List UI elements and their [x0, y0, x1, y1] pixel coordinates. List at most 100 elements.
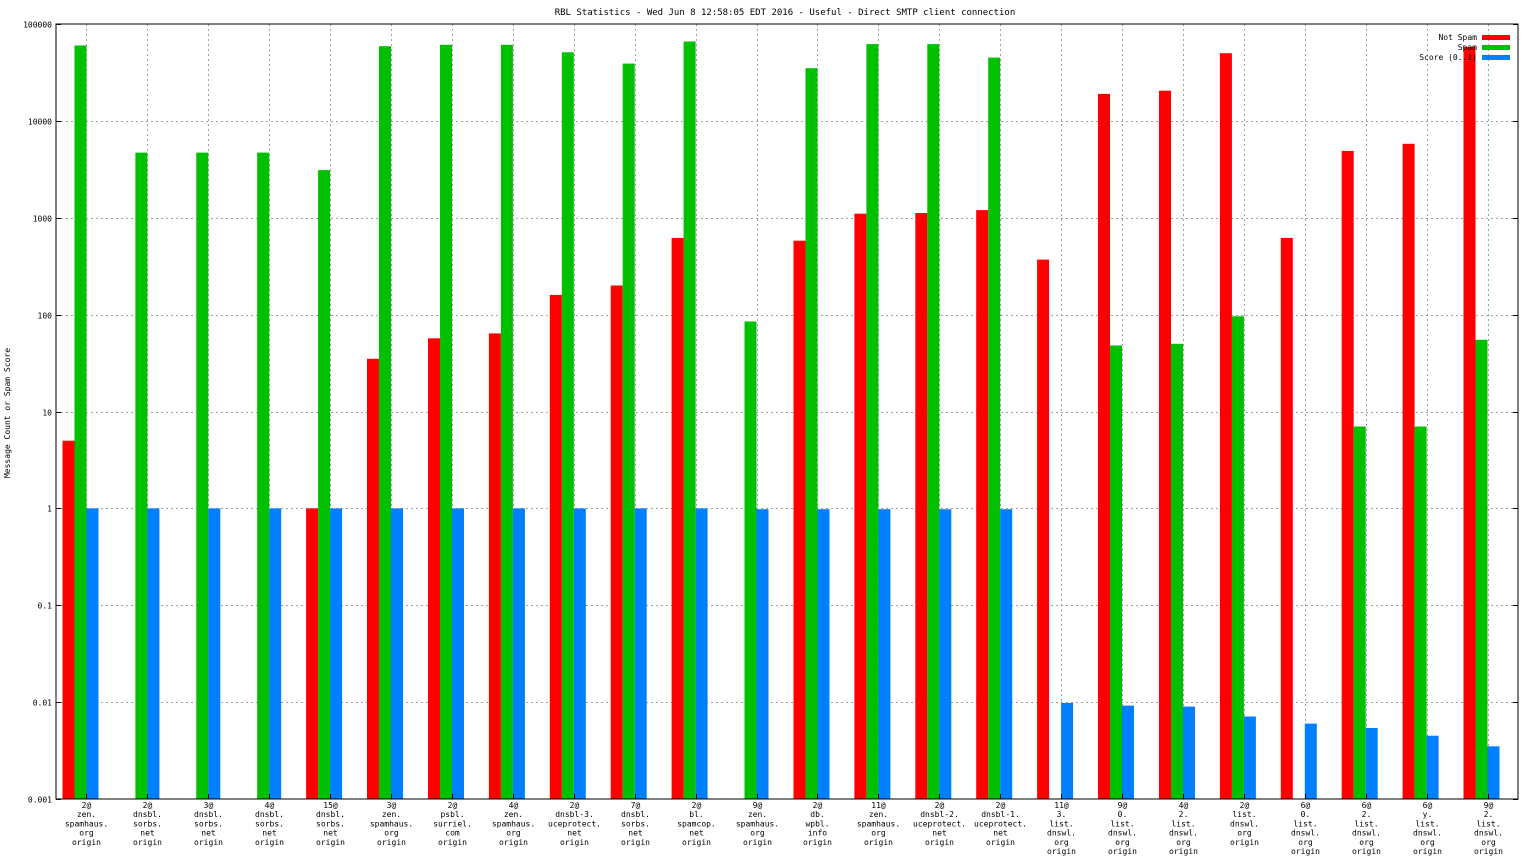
bar-score-0-1 [1243, 716, 1256, 799]
bar-score-0-1 [208, 508, 221, 799]
x-category-label: 6@ y. list. dnswl. org origin [1413, 801, 1442, 856]
x-category-label: 2@ dnsbl-2. uceprotect. net origin [913, 801, 966, 847]
bar-score-0-1 [1183, 706, 1195, 799]
bar-spam [1353, 426, 1366, 799]
x-category-label: 3@ zen. spamhaus. org origin [370, 801, 413, 847]
bar-spam [74, 45, 87, 799]
x-category-label: 2@ dnsbl-3. uceprotect. net origin [548, 801, 601, 847]
bar-spam [1171, 343, 1183, 799]
plot-frame [55, 23, 1519, 800]
x-category-label: 11@ zen. spamhaus. org origin [857, 801, 900, 847]
bar-spam [196, 152, 209, 800]
legend-label: Not Spam [1438, 33, 1477, 42]
bar-spam [622, 63, 635, 800]
bar-spam [1414, 426, 1427, 799]
y-tick-label: 1000 [33, 215, 52, 224]
x-category-label: 2@ psbl. surriel. com origin [433, 801, 472, 847]
bar-spam [500, 44, 513, 800]
bar-score-0-1 [512, 508, 525, 799]
bar-not-spam [1341, 150, 1354, 799]
bar-spam [135, 152, 148, 800]
bar-spam [440, 44, 452, 800]
bar-not-spam [1463, 46, 1476, 799]
bar-score-0-1 [939, 509, 952, 799]
bar-not-spam [1280, 237, 1293, 799]
bar-score-0-1 [1487, 746, 1500, 799]
x-category-label: 6@ 2. list. dnswl. org origin [1352, 801, 1381, 856]
bar-score-0-1 [391, 508, 403, 799]
bar-score-0-1 [1426, 735, 1439, 799]
bar-score-0-1 [269, 508, 282, 799]
bar-score-0-1 [1122, 705, 1134, 799]
bar-not-spam [428, 338, 440, 799]
y-tick-label: 0.1 [38, 602, 53, 611]
x-category-label: 4@ dnsbl. sorbs. net origin [255, 801, 284, 847]
x-category-label: 15@ dnsbl. sorbs. net origin [316, 801, 345, 847]
x-category-label: 3@ dnsbl. sorbs. net origin [194, 801, 223, 847]
bar-not-spam [610, 285, 623, 799]
bar-spam [1231, 316, 1244, 799]
x-category-label: 9@ 0. list. dnswl. org origin [1108, 801, 1137, 856]
bar-score-0-1 [1304, 723, 1317, 799]
bar-score-0-1 [756, 509, 769, 799]
bar-not-spam [793, 240, 806, 799]
legend-swatch [1482, 35, 1510, 40]
bar-spam [318, 170, 331, 800]
x-category-label: 4@ 2. list. dnswl. org origin [1169, 801, 1198, 856]
bar-not-spam [671, 237, 684, 799]
bar-not-spam [549, 294, 562, 799]
x-category-labels: 2@ zen. spamhaus. org origin 2@ dnsbl. sorbs. ne… [65, 801, 1503, 856]
bar-spam [257, 152, 270, 800]
x-category-label: 9@ 2. list. dnswl. org origin [1474, 801, 1503, 856]
bar-spam [927, 44, 940, 800]
bar-score-0-1 [1365, 728, 1378, 799]
chart-title: RBL Statistics - Wed Jun 8 12:58:05 EDT … [555, 8, 1016, 18]
bar-spam [988, 57, 1001, 800]
bar-not-spam [367, 358, 379, 799]
bar-not-spam [1159, 90, 1171, 799]
bar-spam [866, 44, 879, 800]
y-tick-label: 10000 [28, 118, 52, 127]
x-category-label: 2@ dnsbl. sorbs. net origin [133, 801, 162, 847]
bar-spam [561, 52, 574, 800]
legend-swatch [1482, 55, 1510, 60]
legend-swatch [1482, 45, 1510, 50]
y-tick-label: 1 [47, 505, 52, 514]
x-category-label: 4@ zen. spamhaus. org origin [492, 801, 535, 847]
x-category-label: 6@ 0. list. dnswl. org origin [1291, 801, 1320, 856]
y-ticks: 100000 10000 1000 100 10 1 0.1 0.01 0.001 [23, 21, 1518, 805]
bar-not-spam [1219, 53, 1232, 799]
y-tick-label: 0.001 [28, 796, 52, 805]
bar-score-0-1 [452, 508, 464, 799]
bar-score-0-1 [878, 509, 891, 799]
bar-not-spam [976, 210, 989, 800]
bar-not-spam [62, 440, 75, 799]
y-axis-label: Message Count or Spam Score [3, 348, 12, 478]
bar-not-spam [488, 333, 501, 799]
bar-not-spam [854, 213, 867, 799]
x-category-label: 2@ dnsbl-1. uceprotect. net origin [974, 801, 1027, 847]
bar-not-spam [1037, 259, 1050, 800]
x-category-label: 9@ zen. spamhaus. org origin [736, 801, 779, 847]
bar-spam [805, 68, 818, 799]
bar-spam [683, 41, 696, 799]
bar-score-0-1 [86, 508, 99, 799]
x-category-label: 2@ bl. spamcop. net origin [677, 801, 716, 847]
bar-spam [1110, 345, 1122, 799]
x-category-label: 11@ 3. list. dnswl. org origin [1047, 801, 1076, 856]
bar-score-0-1 [147, 508, 160, 799]
bar-not-spam [306, 508, 319, 799]
bar-spam [744, 321, 757, 799]
legend-label: Score (0..1) [1419, 53, 1477, 62]
legend-label: Spam [1458, 43, 1477, 52]
y-tick-label: 10 [42, 409, 52, 418]
bar-spam [1475, 339, 1488, 799]
bar-score-0-1 [817, 509, 830, 799]
x-category-label: 2@ db. wpbl. info origin [803, 801, 832, 847]
bar-spam [379, 46, 391, 799]
y-tick-label: 100 [38, 312, 53, 321]
y-tick-label: 0.01 [33, 699, 52, 708]
x-category-label: 2@ zen. spamhaus. org origin [65, 801, 108, 847]
